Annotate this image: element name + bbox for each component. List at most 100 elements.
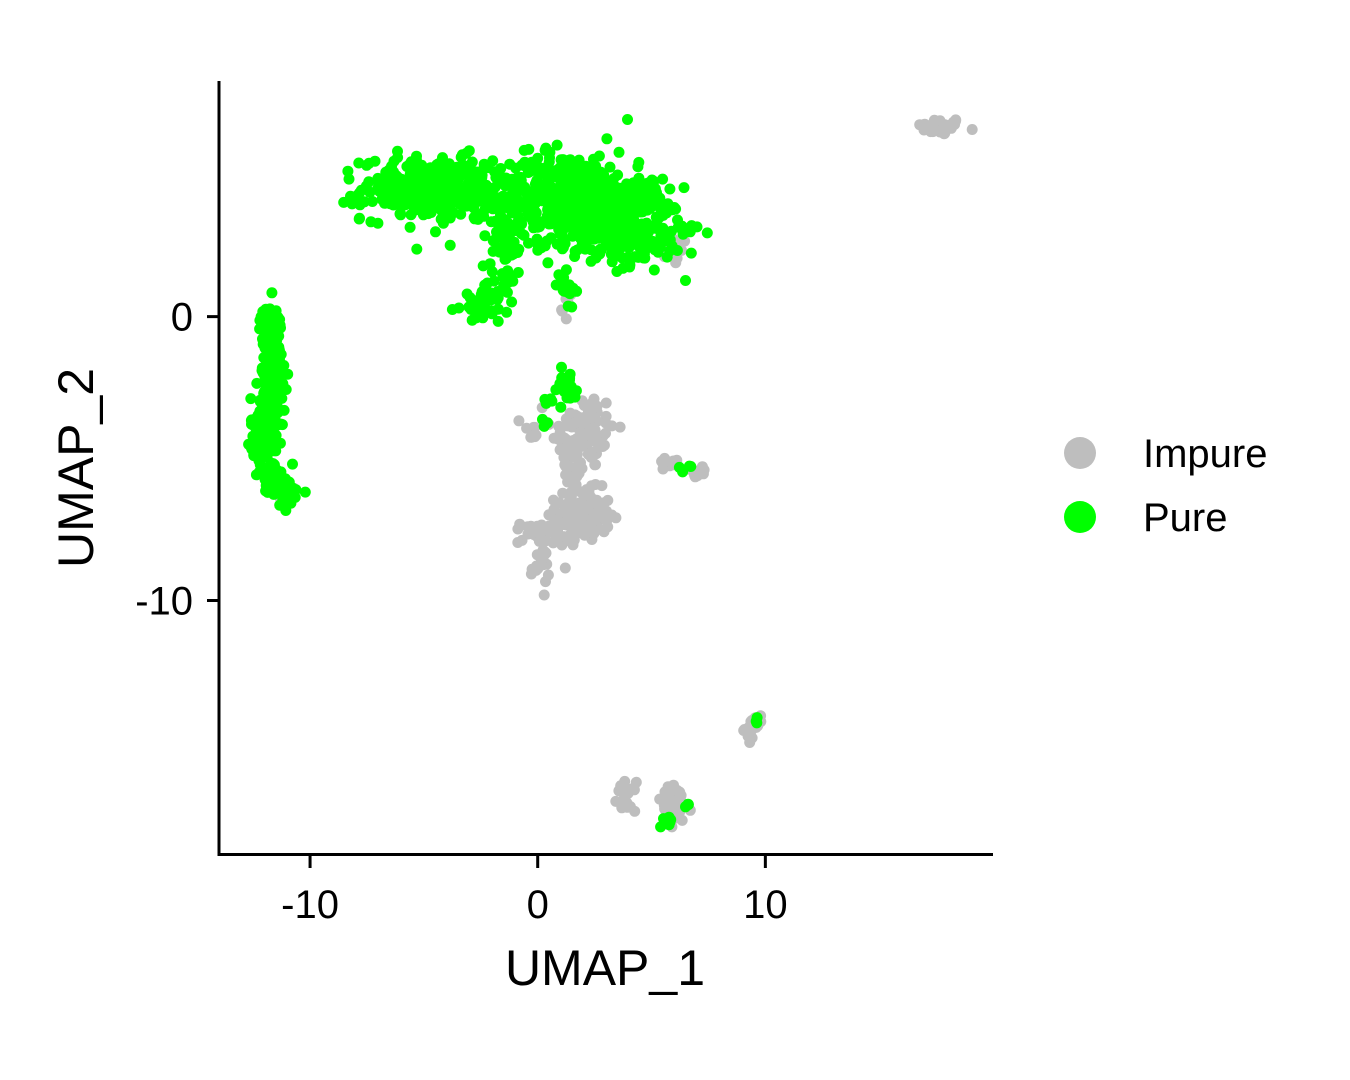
point-pure xyxy=(565,158,577,169)
point-impure xyxy=(548,494,559,506)
point-impure xyxy=(743,722,755,733)
point-pure xyxy=(448,176,460,188)
point-pure xyxy=(598,215,610,227)
point-pure xyxy=(685,247,697,259)
point-pure xyxy=(405,197,417,209)
point-pure xyxy=(638,252,649,264)
point-pure xyxy=(275,322,286,334)
point-pure xyxy=(682,798,694,810)
point-pure xyxy=(419,205,431,216)
point-pure xyxy=(492,315,504,327)
point-pure xyxy=(261,439,273,451)
point-pure xyxy=(598,175,610,187)
point-pure xyxy=(404,158,416,170)
point-pure xyxy=(492,286,504,297)
point-impure xyxy=(584,523,596,535)
point-impure xyxy=(598,526,610,538)
point-impure xyxy=(939,127,951,139)
point-pure xyxy=(287,458,298,470)
point-pure xyxy=(491,243,502,255)
point-impure xyxy=(588,422,600,434)
point-pure xyxy=(260,405,272,417)
y-tick-label: -10 xyxy=(135,580,193,624)
point-impure xyxy=(619,775,631,787)
point-pure xyxy=(596,229,608,241)
point-pure xyxy=(439,166,451,178)
point-pure xyxy=(495,200,507,212)
point-impure xyxy=(525,431,537,443)
point-pure xyxy=(463,145,475,157)
point-pure xyxy=(476,169,488,181)
point-pure xyxy=(372,217,384,229)
point-pure xyxy=(583,202,595,214)
point-pure xyxy=(521,202,533,214)
point-pure xyxy=(503,191,515,203)
y-axis-ticks: 0 -10 xyxy=(135,296,219,624)
point-pure xyxy=(404,221,416,233)
point-pure xyxy=(251,377,263,389)
point-pure xyxy=(461,288,473,300)
point-pure xyxy=(246,443,258,455)
point-impure xyxy=(564,407,576,419)
point-pure xyxy=(409,182,421,194)
point-impure xyxy=(568,451,580,463)
point-pure xyxy=(442,205,454,217)
point-pure xyxy=(366,196,378,207)
point-pure xyxy=(563,220,575,232)
point-pure xyxy=(484,258,496,270)
point-pure xyxy=(405,209,417,221)
point-impure xyxy=(598,509,610,520)
point-pure xyxy=(542,257,554,269)
point-impure xyxy=(565,486,577,498)
point-pure xyxy=(566,195,577,207)
point-impure xyxy=(563,419,575,431)
point-pure xyxy=(428,162,440,174)
point-impure xyxy=(569,461,581,473)
point-pure xyxy=(270,305,282,317)
point-pure xyxy=(266,287,278,299)
point-pure xyxy=(342,165,354,177)
point-pure xyxy=(561,167,573,179)
point-pure xyxy=(277,493,289,505)
point-pure xyxy=(619,195,631,207)
point-impure xyxy=(540,576,551,588)
point-pure xyxy=(392,145,403,157)
point-pure xyxy=(351,190,363,202)
point-pure xyxy=(601,133,613,145)
point-impure xyxy=(566,522,578,534)
point-impure xyxy=(529,421,541,433)
point-pure xyxy=(664,183,676,195)
point-pure xyxy=(664,245,676,257)
point-impure xyxy=(927,126,939,138)
point-pure xyxy=(566,387,577,398)
point-pure xyxy=(513,185,525,197)
point-pure xyxy=(613,146,625,158)
point-pure xyxy=(551,139,563,151)
point-impure xyxy=(564,476,576,488)
point-pure xyxy=(482,277,493,289)
point-impure xyxy=(947,116,959,128)
point-pure xyxy=(525,165,537,177)
point-pure xyxy=(453,302,465,314)
point-pure xyxy=(640,219,652,231)
point-pure xyxy=(428,200,440,212)
point-pure xyxy=(566,301,578,313)
point-pure xyxy=(508,248,519,260)
point-impure xyxy=(590,509,602,521)
point-pure xyxy=(555,382,567,394)
point-pure xyxy=(477,312,489,324)
point-pure xyxy=(555,154,567,166)
point-pure xyxy=(557,242,569,253)
point-pure xyxy=(466,156,478,168)
point-impure xyxy=(927,118,939,129)
point-impure xyxy=(966,124,978,135)
point-pure xyxy=(512,211,524,223)
point-pure xyxy=(512,267,524,278)
point-pure xyxy=(569,251,581,262)
point-pure xyxy=(430,226,441,238)
point-impure xyxy=(659,452,671,464)
point-pure xyxy=(523,237,534,249)
legend: Impure Pure xyxy=(1064,432,1268,540)
point-pure xyxy=(506,296,518,308)
